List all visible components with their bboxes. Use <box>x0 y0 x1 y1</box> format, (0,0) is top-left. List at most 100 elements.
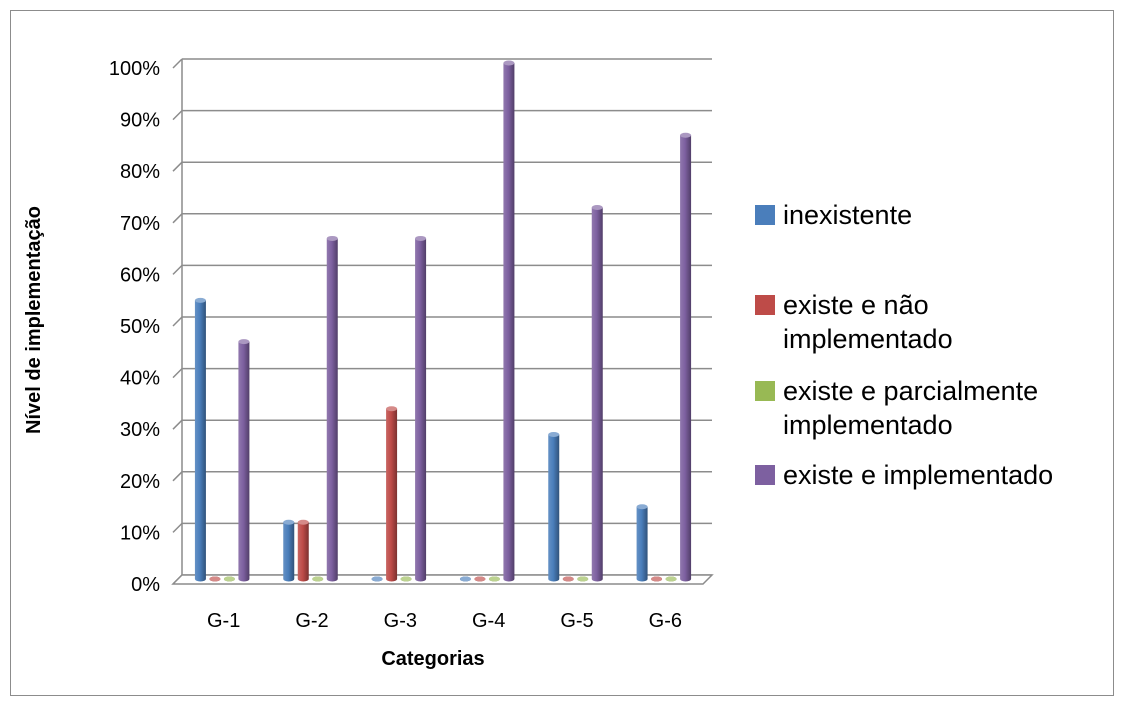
legend-item-existe-e-parcialmente-implementado: existe e parcialmente implementado <box>755 374 1103 442</box>
bar <box>591 204 603 582</box>
bar <box>474 576 486 582</box>
x-tick-label: G-2 <box>295 610 328 632</box>
bar <box>562 576 574 582</box>
bar-top <box>297 519 309 525</box>
legend-item-existe-e-nao-implementado: existe e não implementado <box>755 288 1103 356</box>
bar <box>283 519 295 582</box>
legend-label-existe-e-implementado: existe e implementado <box>783 460 1054 490</box>
bar-top <box>223 576 235 582</box>
x-tick-label: G-6 <box>649 610 682 632</box>
bar <box>297 519 309 582</box>
bar-top <box>283 519 295 525</box>
side-wall-line <box>172 522 183 533</box>
bar-top <box>488 576 500 582</box>
legend-item-inexistente: inexistente <box>755 198 1103 232</box>
x-tick-label: G-3 <box>384 610 417 632</box>
bar <box>577 576 589 582</box>
y-tick-label: 0% <box>131 574 160 596</box>
side-wall-line <box>172 419 183 430</box>
bar-top <box>326 235 338 241</box>
legend-swatch-existe-e-nao-implementado <box>755 295 775 315</box>
bar-top <box>665 576 677 582</box>
bar <box>636 504 648 582</box>
y-tick-label: 70% <box>120 213 160 235</box>
bar <box>223 576 235 582</box>
bar-body <box>238 341 250 582</box>
bar-body <box>415 238 427 582</box>
side-wall-line <box>172 316 183 327</box>
bar-body <box>326 238 338 582</box>
side-wall-line <box>172 368 183 379</box>
bar-top <box>680 132 692 138</box>
bar-top <box>577 576 589 582</box>
bar <box>503 60 515 582</box>
chart-floor <box>171 574 714 585</box>
side-wall-line <box>172 161 183 172</box>
bar <box>651 576 663 582</box>
bar-top <box>591 204 603 210</box>
y-tick-label: 60% <box>120 264 160 286</box>
x-tick-labels: G-1 G-2 G-3 G-4 G-5 G-6 <box>207 610 682 632</box>
y-axis-title: Nível de implementação <box>23 206 45 434</box>
floor-plane <box>171 574 714 585</box>
legend-label-inexistente: inexistente <box>783 200 913 230</box>
bar <box>400 576 412 582</box>
bar-top <box>238 339 250 345</box>
bar <box>665 576 677 582</box>
bar <box>386 406 398 582</box>
y-tick-label: 40% <box>120 368 160 390</box>
bar <box>194 297 206 582</box>
bar <box>312 576 324 582</box>
bar <box>326 235 338 582</box>
bar-top <box>400 576 412 582</box>
bar-top <box>503 60 515 66</box>
y-tick-label: 90% <box>120 110 160 132</box>
y-tick-label: 50% <box>120 316 160 338</box>
legend-item-existe-e-implementado: existe e implementado <box>755 458 1103 492</box>
bar-top <box>459 576 471 582</box>
bar-top <box>651 576 663 582</box>
bar-top <box>474 576 486 582</box>
side-wall-line <box>172 471 183 482</box>
bar-top <box>312 576 324 582</box>
y-tick-labels: 0% 10% 20% 30% 40% 50% 60% 70% 80% 90% 100% <box>109 58 160 596</box>
y-tick-label: 10% <box>120 522 160 544</box>
bar-top <box>562 576 574 582</box>
bar-top <box>548 432 560 438</box>
bar-top <box>386 406 398 412</box>
bar-top <box>209 576 221 582</box>
bar <box>459 576 471 582</box>
bar-body <box>503 63 515 582</box>
legend-swatch-existe-e-implementado <box>755 465 775 485</box>
bar-top <box>194 297 206 303</box>
bar-top <box>415 235 427 241</box>
bar <box>680 132 692 582</box>
bar <box>415 235 427 582</box>
side-wall-line <box>172 110 183 121</box>
legend-label-existe-e-parcialmente-implementado: existe e parcialmente implementado <box>783 376 1039 440</box>
bar <box>238 339 250 582</box>
side-wall-line <box>172 58 183 69</box>
side-wall-line <box>172 213 183 224</box>
grid-layer <box>172 58 712 585</box>
bar-top <box>371 576 383 582</box>
y-tick-label: 20% <box>120 471 160 493</box>
bar <box>488 576 500 582</box>
y-tick-label: 80% <box>120 161 160 183</box>
bar-body <box>680 135 692 582</box>
x-tick-label: G-4 <box>472 610 505 632</box>
legend-swatch-inexistente <box>755 205 775 225</box>
bar <box>371 576 383 582</box>
bar-body <box>194 300 206 582</box>
legend-label-existe-e-nao-implementado: existe e não implementado <box>783 290 953 354</box>
y-tick-label: 30% <box>120 419 160 441</box>
bar-body <box>591 207 603 582</box>
x-tick-label: G-1 <box>207 610 240 632</box>
bar <box>548 432 560 582</box>
legend-swatch-existe-e-parcialmente-implementado <box>755 381 775 401</box>
bars-layer <box>194 60 692 582</box>
bar-body <box>297 522 309 582</box>
bar-body <box>283 522 295 582</box>
bar-body <box>386 408 398 582</box>
x-axis-title: Categorias <box>381 648 484 670</box>
